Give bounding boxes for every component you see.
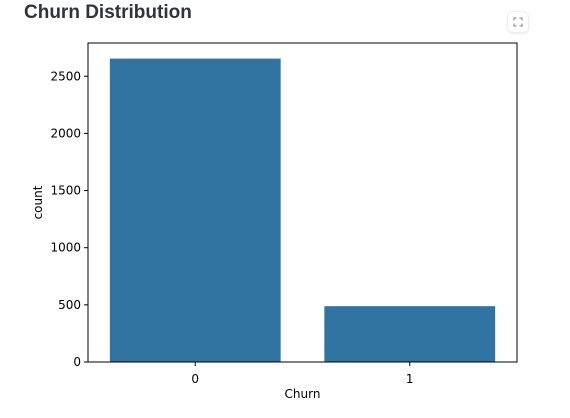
plot-frame [87, 42, 518, 363]
x-tick-label: 1 [406, 372, 414, 386]
bar-churn-1 [323, 305, 496, 363]
bars-group [109, 57, 496, 363]
bar-churn-0 [109, 57, 282, 363]
y-axis-label: count [31, 185, 45, 219]
expand-icon [513, 17, 523, 27]
y-axis-ticks: 0 500 1000 1500 2000 2500 [50, 69, 88, 369]
y-tick-label: 1000 [50, 241, 81, 255]
y-tick-label: 500 [58, 298, 81, 312]
fullscreen-button[interactable] [507, 11, 529, 33]
y-tick-label: 2500 [50, 69, 81, 83]
y-tick-label: 0 [73, 355, 81, 369]
x-tick-label: 0 [191, 372, 199, 386]
x-axis-label: Churn [285, 387, 321, 401]
y-tick-label: 2000 [50, 126, 81, 140]
page-title: Churn Distribution [24, 2, 192, 23]
y-tick-label: 1500 [50, 184, 81, 198]
